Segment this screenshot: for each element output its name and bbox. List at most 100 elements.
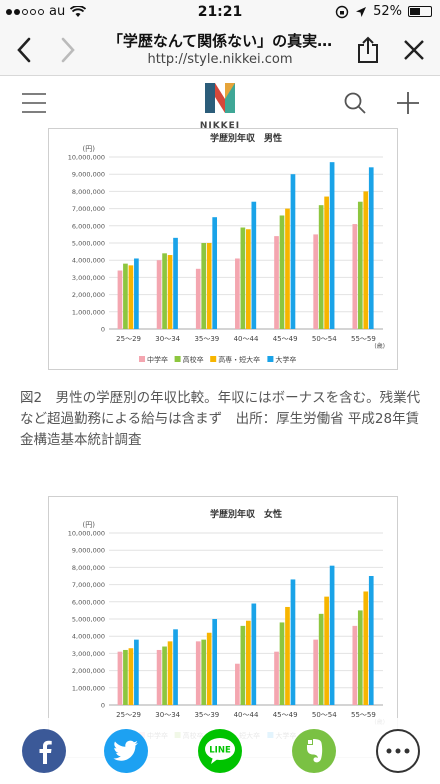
y-tick-label: 5,000,000 — [72, 240, 105, 248]
facebook-share-button[interactable] — [22, 729, 66, 773]
chart-female-svg: 学歴別年収 女性 (円) 0 1,000,000 2,000,000 3,000,000 4… — [68, 508, 385, 740]
bar-中学卒 — [156, 649, 162, 705]
bar-高校卒 — [162, 646, 167, 705]
bar-高校卒 — [357, 201, 363, 329]
y-tick-label: 6,000,000 — [72, 598, 105, 606]
bar-高専・短大卒 — [285, 606, 290, 705]
line-icon: LINE — [205, 738, 235, 764]
y-tick-label: 7,000,000 — [72, 205, 105, 213]
x-tick-label: 45～49 — [273, 335, 298, 343]
close-button[interactable] — [396, 32, 432, 68]
bar-中学卒 — [117, 651, 123, 705]
legend-label: 高校卒 — [183, 355, 204, 364]
address-bar[interactable]: http://style.nikkei.com — [147, 52, 293, 67]
bar-中学卒 — [274, 651, 279, 705]
back-button[interactable] — [6, 32, 42, 68]
bar-中学卒 — [156, 260, 162, 329]
bar-中学卒 — [235, 663, 240, 705]
y-tick-label: 2,000,000 — [72, 291, 105, 299]
bar-高校卒 — [240, 625, 246, 705]
line-icon-label: LINE — [209, 746, 231, 756]
bar-中学卒 — [117, 270, 123, 329]
bar-高専・短大卒 — [167, 255, 173, 329]
bar-高専・短大卒 — [206, 243, 212, 329]
legend-swatch — [174, 356, 181, 362]
bar-高校卒 — [201, 639, 207, 705]
bar-高専・短大卒 — [167, 641, 173, 705]
bar-大学卒 — [368, 167, 374, 329]
y-tick-label: 9,000,000 — [72, 171, 105, 179]
y-tick-label: 6,000,000 — [72, 222, 105, 230]
rotation-lock-icon — [335, 5, 349, 18]
forward-button[interactable] — [50, 32, 86, 68]
legend-label: 大学卒 — [275, 355, 296, 364]
hamburger-menu-icon[interactable] — [22, 92, 46, 114]
bar-高校卒 — [123, 263, 128, 329]
battery-percent: 52% — [373, 4, 402, 19]
x-tick-label: 35～39 — [194, 335, 219, 343]
x-tick-label: 45～49 — [273, 711, 298, 719]
location-icon — [356, 6, 367, 17]
x-tick-label: 25～29 — [116, 335, 141, 343]
chevron-right-icon — [61, 37, 75, 63]
x-tick-label: 25～29 — [116, 711, 141, 719]
bar-中学卒 — [313, 234, 319, 329]
bar-高専・短大卒 — [206, 632, 212, 705]
signal-strength-icon — [6, 8, 44, 15]
y-tick-label: 4,000,000 — [72, 257, 105, 265]
twitter-icon — [113, 740, 138, 761]
y-tick-label: 7,000,000 — [72, 581, 105, 589]
y-tick-label: 1,000,000 — [72, 684, 105, 692]
site-header: NIKKEI STYLE — [0, 77, 440, 141]
bar-大学卒 — [134, 639, 139, 705]
bar-高校卒 — [279, 215, 285, 329]
x-axis-unit: (歳) — [374, 342, 385, 350]
site-logo[interactable]: NIKKEI STYLE — [180, 81, 260, 141]
figure-caption: 図2 男性の学歴別の年収比較。年収にはボーナスを含む。残業代など超過勤務による給… — [20, 390, 421, 448]
x-tick-label: 50～54 — [312, 335, 337, 343]
share-icon — [358, 36, 378, 63]
bar-大学卒 — [251, 201, 257, 329]
wifi-icon — [70, 5, 87, 17]
nikkei-logo-icon — [205, 83, 235, 113]
bar-高校卒 — [162, 253, 167, 329]
search-icon[interactable] — [343, 91, 367, 115]
x-tick-label: 40～44 — [234, 711, 259, 719]
x-tick-label: 30～34 — [155, 711, 180, 719]
y-tick-label: 3,000,000 — [72, 274, 105, 282]
bar-大学卒 — [173, 237, 178, 329]
share-button[interactable] — [350, 32, 386, 68]
bar-中学卒 — [195, 641, 201, 705]
bar-高校卒 — [318, 613, 324, 705]
y-tick-label: 2,000,000 — [72, 667, 105, 675]
evernote-share-button[interactable] — [292, 729, 336, 773]
y-tick-label: 4,000,000 — [72, 633, 105, 641]
bar-高専・短大卒 — [363, 191, 369, 329]
bar-高校卒 — [357, 610, 363, 705]
facebook-icon — [39, 740, 52, 764]
legend-label: 高専・短大卒 — [218, 355, 260, 364]
bar-高専・短大卒 — [363, 591, 369, 705]
clock: 21:21 — [197, 4, 243, 20]
chart-male-svg: 学歴別年収 男性 (円) 0 1,000,000 2,000,000 3,000,000 4… — [68, 132, 385, 364]
bar-大学卒 — [212, 217, 218, 329]
bar-中学卒 — [313, 639, 319, 705]
y-axis-unit: (円) — [83, 521, 96, 529]
y-tick-label: 10,000,000 — [68, 530, 105, 538]
more-share-button[interactable] — [376, 729, 420, 773]
bar-中学卒 — [352, 224, 358, 329]
twitter-share-button[interactable] — [104, 729, 148, 773]
line-share-button[interactable]: LINE — [198, 729, 242, 773]
y-tick-label: 3,000,000 — [72, 650, 105, 658]
plus-icon[interactable] — [396, 91, 420, 115]
bar-高校卒 — [240, 227, 246, 329]
chart-title: 学歴別年収 男性 — [210, 132, 282, 144]
y-tick-label: 10,000,000 — [68, 154, 105, 162]
x-tick-label: 30～34 — [155, 335, 180, 343]
bar-高校卒 — [123, 649, 128, 705]
y-tick-label: 1,000,000 — [72, 308, 105, 316]
x-tick-label: 50～54 — [312, 711, 337, 719]
bar-高校卒 — [318, 205, 324, 329]
chart-female-income: 学歴別年収 女性 (円) 0 1,000,000 2,000,000 3,000,000 4… — [48, 496, 398, 758]
chart-male-income: 学歴別年収 男性 (円) 0 1,000,000 2,000,000 3,000,000 4… — [48, 128, 398, 370]
